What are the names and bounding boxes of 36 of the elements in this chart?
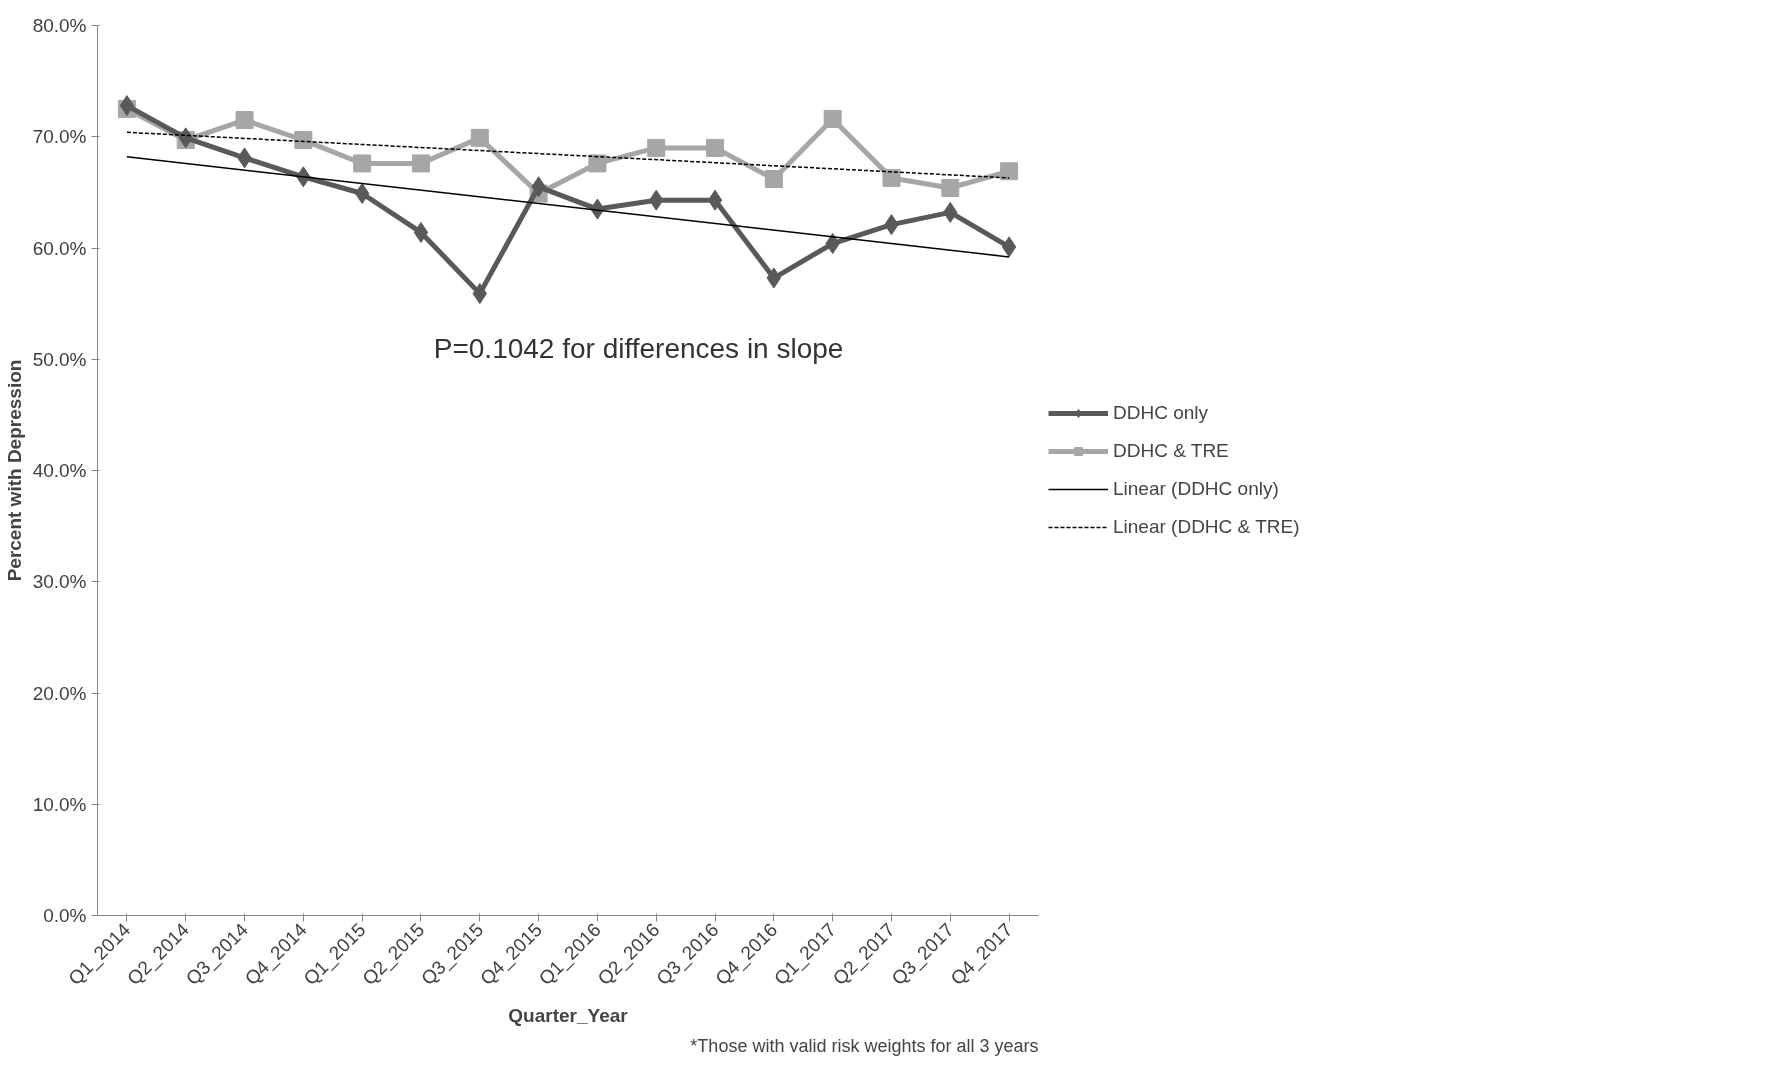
legend-label: DDHC & TRE [1113,440,1229,462]
point [706,138,725,157]
point [1000,162,1019,181]
x-axis-title: Quarter_Year [508,1004,629,1026]
point [707,189,723,211]
y-tick-label: 10.0% [32,793,87,815]
legend-label: Linear (DDHC only) [1113,478,1279,500]
legend-label: Linear (DDHC & TRE) [1113,516,1300,538]
point [413,221,429,243]
annotation: P=0.1042 for differences in slope [433,332,844,364]
point [766,267,782,289]
y-tick-label: 30.0% [32,571,87,593]
point [823,109,842,128]
point [647,138,666,157]
point [411,154,430,173]
point [235,111,254,130]
legend-label: DDHC only [1113,402,1209,424]
y-tick-label: 70.0% [32,126,87,148]
point [470,128,489,147]
point [354,182,370,204]
point [588,154,607,173]
y-tick-label: 80.0% [32,15,87,36]
point [294,131,313,150]
y-tick-label: 40.0% [32,460,87,481]
y-tick-label: 0.0% [43,905,87,926]
point [119,95,135,117]
y-tick-label: 60.0% [32,237,87,259]
point [1001,236,1017,258]
point [941,178,960,197]
point [882,168,901,187]
y-axis-title: Percent with Depression [3,359,25,582]
y-tick-label: 20.0% [32,682,87,704]
point [353,154,372,173]
y-tick-label: 50.0% [32,348,87,370]
point [764,170,783,189]
text: *Those with valid risk weights for all 3 years [690,1035,1039,1056]
